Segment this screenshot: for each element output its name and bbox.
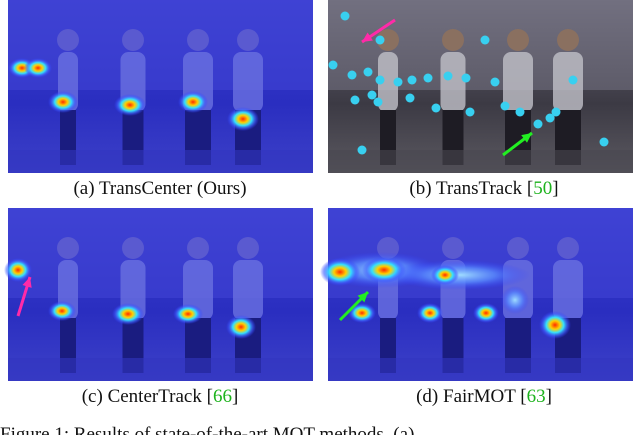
ground	[328, 150, 633, 173]
arrow-head	[357, 292, 368, 303]
person-body	[440, 52, 466, 112]
caption-text: (c) CenterTrack [	[82, 386, 213, 407]
building	[8, 0, 313, 90]
panel-image	[328, 0, 633, 173]
caption-text: ]	[232, 386, 238, 407]
panel-caption: (b) TransTrack [50]	[409, 178, 558, 199]
figure-caption: Figure 1: Results of state-of-the-art MO…	[0, 424, 414, 435]
person-head	[122, 237, 144, 259]
track-dot	[328, 60, 338, 70]
track-dot	[423, 73, 433, 83]
track-dot	[407, 75, 417, 85]
heatmap-blob	[4, 258, 32, 282]
arrow-head	[22, 277, 32, 288]
person-head	[122, 29, 144, 51]
heatmap-blob	[431, 265, 459, 285]
caption-text: ]	[546, 386, 552, 407]
arrow-head	[521, 133, 532, 143]
citation[interactable]: 50	[533, 178, 552, 199]
person-head	[557, 237, 579, 259]
citation[interactable]: 63	[527, 386, 546, 407]
panel-caption: (a) TransCenter (Ours)	[73, 178, 246, 199]
heatmap-blob	[227, 107, 259, 131]
citation[interactable]: 66	[213, 386, 232, 407]
ground	[8, 358, 313, 381]
person-body	[553, 52, 583, 112]
person-head	[237, 237, 259, 259]
track-dot	[367, 90, 377, 100]
panel-caption: (c) CenterTrack [66]	[82, 386, 239, 407]
heatmap-blob	[473, 303, 499, 323]
person-body	[233, 260, 263, 320]
track-dot	[393, 77, 403, 87]
track-dot	[515, 107, 525, 117]
person-head	[442, 237, 464, 259]
person-head	[187, 29, 209, 51]
heatmap-blob	[348, 303, 376, 323]
track-dot	[461, 73, 471, 83]
person-body	[553, 260, 583, 320]
heatmap-blob	[226, 315, 256, 339]
track-dot	[340, 11, 350, 21]
track-dot	[533, 119, 543, 129]
caption-text: ]	[552, 178, 558, 199]
ground	[328, 358, 633, 381]
track-dot	[347, 70, 357, 80]
panel-image	[8, 0, 313, 173]
track-dot	[431, 103, 441, 113]
building	[328, 0, 633, 90]
track-dot	[373, 97, 383, 107]
track-dot	[363, 67, 373, 77]
person-body	[503, 52, 533, 112]
heatmap-blob	[48, 301, 76, 321]
track-dot	[500, 101, 510, 111]
arrow-head	[362, 32, 373, 42]
track-dot	[465, 107, 475, 117]
person-head	[57, 237, 79, 259]
track-dot	[375, 35, 385, 45]
heatmap-blob	[390, 260, 530, 290]
heatmap-blob	[48, 91, 78, 113]
track-dot	[545, 113, 555, 123]
heatmap-blob	[178, 91, 208, 113]
person-body	[233, 52, 263, 112]
caption-text: (d) FairMOT [	[416, 386, 526, 407]
building	[8, 208, 313, 298]
track-dot	[405, 93, 415, 103]
person-head	[377, 29, 399, 51]
caption-text: (b) TransTrack [	[409, 178, 533, 199]
panel-caption: (d) FairMOT [63]	[416, 386, 552, 407]
heatmap-blob	[501, 286, 529, 314]
track-dot	[350, 95, 360, 105]
heatmap-blob	[24, 58, 52, 78]
person-head	[57, 29, 79, 51]
ground	[8, 150, 313, 173]
track-dot	[599, 137, 609, 147]
track-dot	[480, 35, 490, 45]
person-body	[378, 52, 398, 112]
person-head	[507, 29, 529, 51]
person-head	[187, 237, 209, 259]
person-head	[557, 29, 579, 51]
track-dot	[443, 71, 453, 81]
track-dot	[551, 107, 561, 117]
heatmap-blob	[539, 311, 571, 339]
person-head	[507, 237, 529, 259]
person-head	[442, 29, 464, 51]
panel-image	[8, 208, 313, 381]
track-dot	[490, 77, 500, 87]
track-dot	[568, 75, 578, 85]
heatmap-blob	[112, 303, 144, 325]
heatmap-blob	[114, 94, 146, 116]
heatmap-blob	[320, 258, 360, 286]
track-dot	[357, 145, 367, 155]
heatmap-blob	[417, 303, 443, 323]
heatmap-blob	[173, 304, 203, 324]
track-dot	[375, 75, 385, 85]
person-head	[237, 29, 259, 51]
panel-image	[328, 208, 633, 381]
